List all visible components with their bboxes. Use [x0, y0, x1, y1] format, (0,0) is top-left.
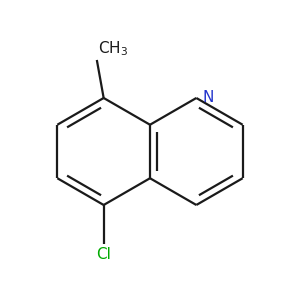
- Text: Cl: Cl: [96, 247, 111, 262]
- Text: N: N: [202, 91, 214, 106]
- Text: CH$_3$: CH$_3$: [98, 39, 128, 58]
